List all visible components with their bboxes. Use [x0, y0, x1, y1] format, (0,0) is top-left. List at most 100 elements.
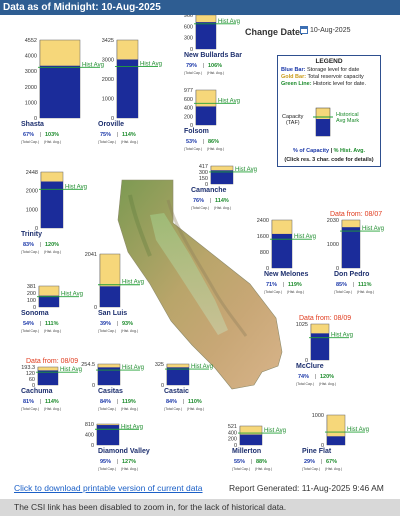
reservoir-new-bullards-bar[interactable]: 966 600 300 0 Hist Avg New Bullards Bar 79% | 10…: [184, 15, 242, 75]
reservoir-castaic[interactable]: 325 0 Hist Avg Castaic 84% | 110% (Total Cap.) (…: [155, 362, 213, 411]
axis-tick: 60: [29, 377, 35, 383]
hist-avg-caption: (Hist. Avg.): [255, 467, 272, 471]
axis-tick: 0: [190, 47, 193, 53]
axis-tick: 400: [184, 106, 193, 112]
axis-tick: 3000: [25, 69, 37, 75]
footer-note: The CSI link has been disabled to zoom i…: [0, 499, 400, 516]
reservoir-name[interactable]: McClure: [296, 363, 324, 370]
legend-click-note: (Click res. 3 char. code for details): [284, 157, 374, 163]
hist-avg-label: Hist Avg: [362, 226, 384, 232]
reservoir-pine-flat[interactable]: 1000 0 Hist Avg Pine Flat 29% | 67% (Total Cap.…: [302, 413, 369, 471]
calendar-icon[interactable]: [300, 26, 308, 34]
reservoir-name[interactable]: Don Pedro: [334, 271, 369, 278]
reservoir-name[interactable]: Sonoma: [21, 310, 49, 317]
axis-tick: 0: [35, 226, 38, 232]
date-value[interactable]: 10-Aug-2025: [310, 26, 351, 34]
pct-capacity: 76%: [193, 198, 204, 204]
reservoir-name[interactable]: Casitas: [98, 388, 123, 395]
pct-separator: |: [353, 282, 354, 288]
download-printable-link[interactable]: Click to download printable version of c…: [14, 483, 203, 493]
axis-tick: 0: [34, 116, 37, 122]
axis-tick: 200: [184, 114, 193, 120]
reservoir-name[interactable]: San Luis: [98, 310, 127, 317]
reservoir-name[interactable]: Oroville: [98, 121, 124, 128]
hist-avg-label: Hist Avg: [140, 62, 162, 68]
axis-tick: 325: [155, 362, 164, 368]
pct-hist-avg: 110%: [188, 399, 202, 405]
hist-avg-label: Hist Avg: [347, 427, 369, 433]
pct-separator: |: [117, 132, 118, 138]
pct-capacity: 85%: [336, 282, 347, 288]
pct-separator: |: [251, 459, 252, 465]
storage-bar: [327, 436, 345, 445]
reservoir-name[interactable]: Pine Flat: [302, 448, 332, 455]
legend-capacity-label: Capacity: [282, 114, 304, 120]
page-title: Data as of Midnight: 10-Aug-2025: [3, 2, 161, 13]
hist-avg-caption: (Hist. Avg.): [44, 250, 61, 254]
hist-avg-caption: (Hist. Avg.): [44, 407, 61, 411]
total-cap-caption: (Total Cap.): [164, 407, 182, 411]
reservoir-diamond-valley[interactable]: 810 400 0 Hist Avg Diamond Valley 95% | 127% (To…: [85, 422, 150, 471]
hist-avg-caption: (Hist. Avg.): [214, 206, 231, 210]
axis-tick: 966: [184, 15, 193, 19]
legend-sample-graphic: Capacity (TAF) Historical Avg Mark: [282, 107, 359, 137]
reservoir-oroville[interactable]: 3425 3000 2000 1000 0 Hist Avg Oroville 75% | 114…: [98, 38, 162, 144]
axis-tick: 0: [32, 383, 35, 389]
hist-avg-label: Hist Avg: [122, 365, 144, 371]
reservoir-name[interactable]: Folsom: [184, 128, 209, 135]
axis-tick: 1000: [102, 97, 114, 103]
reservoir-name[interactable]: New Bullards Bar: [184, 52, 242, 59]
axis-tick: 0: [234, 443, 237, 449]
reservoir-trinity[interactable]: 2448 2000 1000 0 Hist Avg Trinity 83% | 120% (Tot…: [21, 170, 87, 254]
hist-avg-caption: (Hist. Avg.): [207, 147, 224, 151]
storage-bar: [100, 286, 120, 307]
reservoir-name[interactable]: New Melones: [264, 271, 308, 278]
axis-tick: 417: [199, 164, 208, 170]
legend-gold-text: Total reservoir capacity: [307, 74, 364, 80]
pct-capacity: 95%: [100, 459, 111, 465]
legend-green-key: Green Line:: [281, 81, 312, 87]
hist-avg-label: Hist Avg: [122, 280, 144, 286]
reservoir-san-luis[interactable]: 2041 0 Hist Avg San Luis 39% | 93% (Total Cap.)…: [85, 252, 144, 333]
reservoir-name[interactable]: Trinity: [21, 231, 42, 238]
pct-separator: |: [321, 459, 322, 465]
total-cap-caption: (Total Cap.): [334, 290, 352, 294]
hist-avg-label: Hist Avg: [264, 428, 286, 434]
reservoir-name[interactable]: Camanche: [191, 187, 227, 194]
reservoir-name[interactable]: Shasta: [21, 121, 44, 128]
reservoir-casitas[interactable]: 254.5 0 Hist Avg Casitas 84% | 119% (Total Cap.…: [81, 362, 144, 411]
hist-avg-caption: (Hist. Avg.): [44, 140, 61, 144]
date-picker[interactable]: 10-Aug-2025: [300, 26, 350, 34]
pct-capacity: 53%: [186, 139, 197, 145]
hist-avg-label: Hist Avg: [235, 167, 257, 173]
axis-tick: 0: [91, 443, 94, 449]
legend-gold-key: Gold Bar:: [281, 74, 307, 80]
pct-separator: |: [117, 459, 118, 465]
reservoir-shasta[interactable]: 4552 4000 3000 2000 1000 0 Hist Avg Shasta 67% | 1…: [21, 38, 104, 144]
axis-tick: 400: [85, 433, 94, 439]
axis-tick: 600: [184, 97, 193, 103]
reservoir-name[interactable]: Castaic: [164, 388, 189, 395]
reservoir-name[interactable]: Cachuma: [21, 388, 53, 395]
hist-avg-label: Hist Avg: [218, 98, 240, 104]
total-cap-caption: (Total Cap.): [302, 467, 320, 471]
reservoir-name[interactable]: Diamond Valley: [98, 448, 150, 455]
hist-avg-caption: (Hist. Avg.): [121, 329, 138, 333]
reservoir-new-melones[interactable]: 2400 1600 800 0 Hist Avg New Melones 71% | 119% (…: [257, 218, 316, 294]
storage-bar: [240, 434, 262, 445]
reservoir-name[interactable]: Millerton: [232, 448, 261, 455]
legend-blue-text: Storage level for date: [306, 67, 360, 73]
pct-hist-avg: 120%: [45, 242, 59, 248]
axis-tick: 0: [33, 305, 36, 311]
total-cap-caption: (Total Cap.): [191, 206, 209, 210]
pct-hist-avg: 106%: [208, 63, 222, 69]
storage-bar: [117, 59, 138, 118]
total-cap-caption: (Total Cap.): [98, 140, 116, 144]
reservoir-folsom[interactable]: 977 600 400 200 0 Hist Avg Folsom 53% | 86% (Total…: [184, 88, 240, 151]
